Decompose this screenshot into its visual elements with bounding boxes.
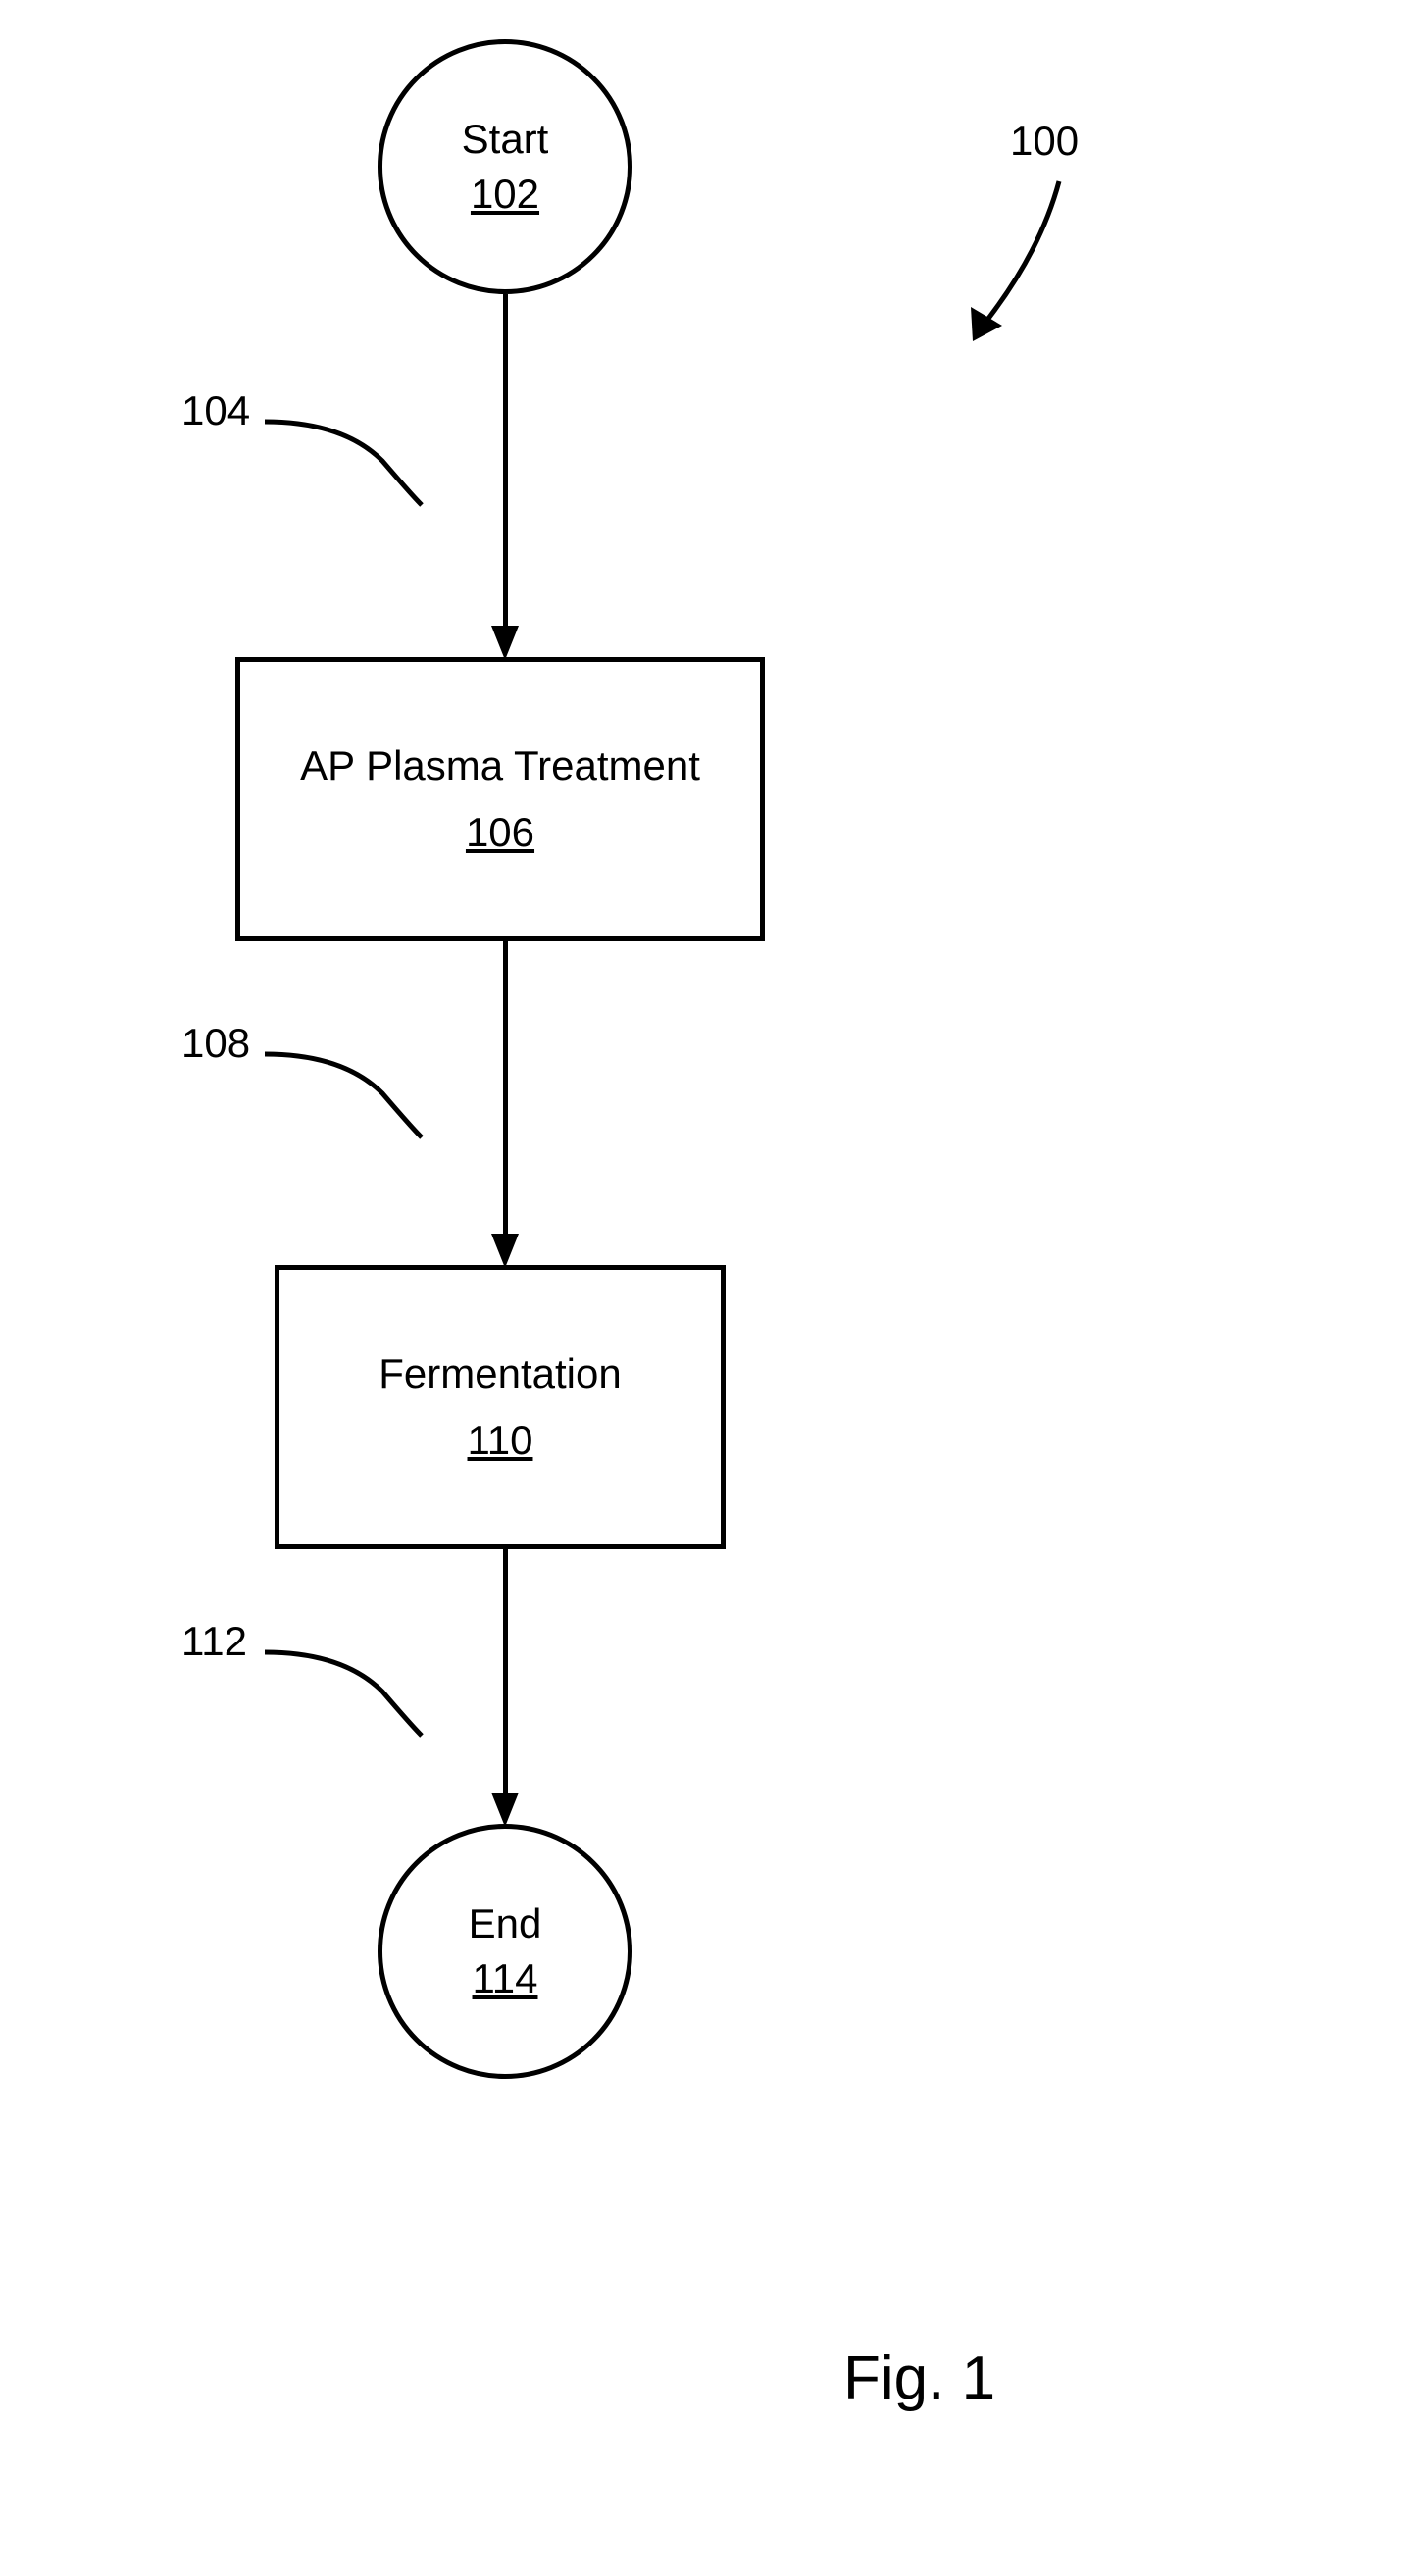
fermentation-process: Fermentation 110	[275, 1265, 726, 1549]
callout-104-line	[265, 412, 505, 530]
flowchart-diagram: Start 102 104 AP Plasma Treatment 106 10…	[118, 39, 1294, 2491]
reference-100: 100	[1010, 118, 1079, 165]
end-terminal: End 114	[378, 1824, 632, 2079]
reference-100-arrow	[932, 177, 1088, 353]
callout-108-line	[265, 1044, 505, 1162]
arrowhead-1	[488, 626, 523, 660]
end-number: 114	[473, 1955, 538, 2002]
plasma-process: AP Plasma Treatment 106	[235, 657, 765, 941]
plasma-number: 106	[466, 809, 534, 856]
start-label: Start	[462, 116, 549, 163]
arrowhead-3	[488, 1793, 523, 1827]
callout-108: 108	[181, 1020, 250, 1067]
start-terminal: Start 102	[378, 39, 632, 294]
plasma-label: AP Plasma Treatment	[300, 742, 700, 789]
callout-112: 112	[181, 1618, 247, 1665]
figure-caption: Fig. 1	[843, 2344, 995, 2413]
start-number: 102	[471, 171, 539, 218]
end-label: End	[469, 1900, 542, 1947]
callout-104: 104	[181, 387, 250, 434]
callout-112-line	[265, 1642, 505, 1760]
fermentation-label: Fermentation	[379, 1350, 621, 1397]
fermentation-number: 110	[468, 1417, 533, 1464]
arrowhead-2	[488, 1234, 523, 1268]
